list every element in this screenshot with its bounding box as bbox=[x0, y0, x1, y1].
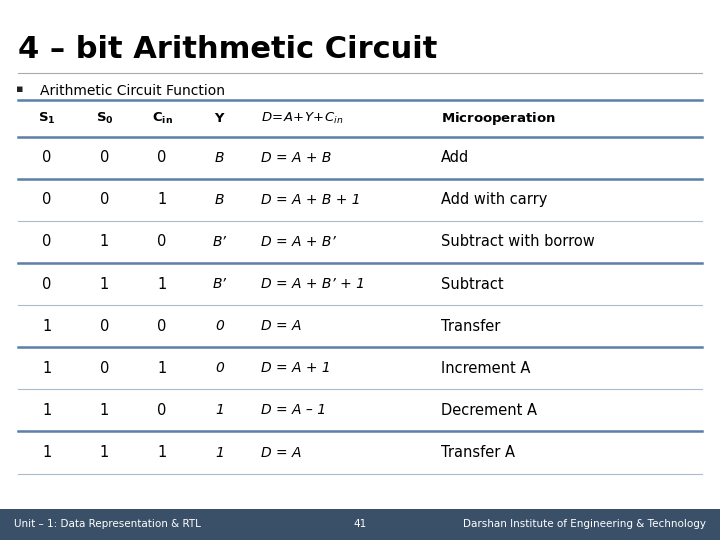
Text: 0: 0 bbox=[42, 150, 52, 165]
Text: $\mathbf{Y}$: $\mathbf{Y}$ bbox=[214, 112, 225, 125]
Text: D = A + B’: D = A + B’ bbox=[261, 235, 336, 249]
Text: 0: 0 bbox=[99, 192, 109, 207]
Text: 0: 0 bbox=[42, 276, 52, 292]
Text: 1: 1 bbox=[100, 276, 109, 292]
Text: 1: 1 bbox=[42, 403, 51, 418]
Text: 1: 1 bbox=[215, 403, 224, 417]
Bar bbox=[0, 509, 720, 540]
Text: D = A + B: D = A + B bbox=[261, 151, 332, 165]
Text: $\mathbf{C_{in}}$: $\mathbf{C_{in}}$ bbox=[151, 111, 173, 126]
Text: $\mathit{D\!=\!A\!+\!Y\!+\!C_{in}}$: $\mathit{D\!=\!A\!+\!Y\!+\!C_{in}}$ bbox=[261, 111, 343, 126]
Text: 0: 0 bbox=[215, 319, 224, 333]
Text: 1: 1 bbox=[100, 403, 109, 418]
Text: 0: 0 bbox=[157, 234, 167, 249]
Text: 0: 0 bbox=[215, 361, 224, 375]
Text: Unit – 1: Data Representation & RTL: Unit – 1: Data Representation & RTL bbox=[14, 519, 202, 529]
Text: 1: 1 bbox=[42, 445, 51, 460]
Text: B’: B’ bbox=[212, 235, 227, 249]
Text: 4 – bit Arithmetic Circuit: 4 – bit Arithmetic Circuit bbox=[18, 35, 437, 64]
Text: Transfer: Transfer bbox=[441, 319, 500, 334]
Text: D = A + B’ + 1: D = A + B’ + 1 bbox=[261, 277, 365, 291]
Text: Increment A: Increment A bbox=[441, 361, 531, 376]
Text: $\mathbf{Microoperation}$: $\mathbf{Microoperation}$ bbox=[441, 110, 556, 127]
Text: 1: 1 bbox=[100, 234, 109, 249]
Text: 0: 0 bbox=[157, 150, 167, 165]
Text: B: B bbox=[215, 193, 225, 207]
Text: D = A: D = A bbox=[261, 446, 302, 460]
Text: 1: 1 bbox=[158, 361, 166, 376]
Text: ▪: ▪ bbox=[16, 84, 23, 94]
Text: D = A: D = A bbox=[261, 319, 302, 333]
Text: Add: Add bbox=[441, 150, 469, 165]
Text: 0: 0 bbox=[99, 319, 109, 334]
Text: B: B bbox=[215, 151, 225, 165]
Text: D = A + B + 1: D = A + B + 1 bbox=[261, 193, 361, 207]
Text: 1: 1 bbox=[158, 276, 166, 292]
Text: Darshan Institute of Engineering & Technology: Darshan Institute of Engineering & Techn… bbox=[463, 519, 706, 529]
Text: 1: 1 bbox=[158, 445, 166, 460]
Text: Subtract: Subtract bbox=[441, 276, 504, 292]
Text: D = A + 1: D = A + 1 bbox=[261, 361, 331, 375]
Text: 0: 0 bbox=[157, 403, 167, 418]
Text: 0: 0 bbox=[99, 361, 109, 376]
Text: 1: 1 bbox=[100, 445, 109, 460]
Text: 0: 0 bbox=[157, 319, 167, 334]
Text: Add with carry: Add with carry bbox=[441, 192, 548, 207]
Text: Transfer A: Transfer A bbox=[441, 445, 516, 460]
Text: 41: 41 bbox=[354, 519, 366, 529]
Text: Subtract with borrow: Subtract with borrow bbox=[441, 234, 595, 249]
Text: 1: 1 bbox=[42, 319, 51, 334]
Text: 0: 0 bbox=[99, 150, 109, 165]
Text: 0: 0 bbox=[42, 192, 52, 207]
Text: 1: 1 bbox=[158, 192, 166, 207]
Text: D = A – 1: D = A – 1 bbox=[261, 403, 326, 417]
Text: 1: 1 bbox=[215, 446, 224, 460]
Text: B’: B’ bbox=[212, 277, 227, 291]
Text: $\mathbf{S_0}$: $\mathbf{S_0}$ bbox=[96, 111, 113, 126]
Text: Arithmetic Circuit Function: Arithmetic Circuit Function bbox=[40, 84, 225, 98]
Text: 0: 0 bbox=[42, 234, 52, 249]
Text: $\mathbf{S_1}$: $\mathbf{S_1}$ bbox=[38, 111, 55, 126]
Text: 1: 1 bbox=[42, 361, 51, 376]
Text: Decrement A: Decrement A bbox=[441, 403, 537, 418]
